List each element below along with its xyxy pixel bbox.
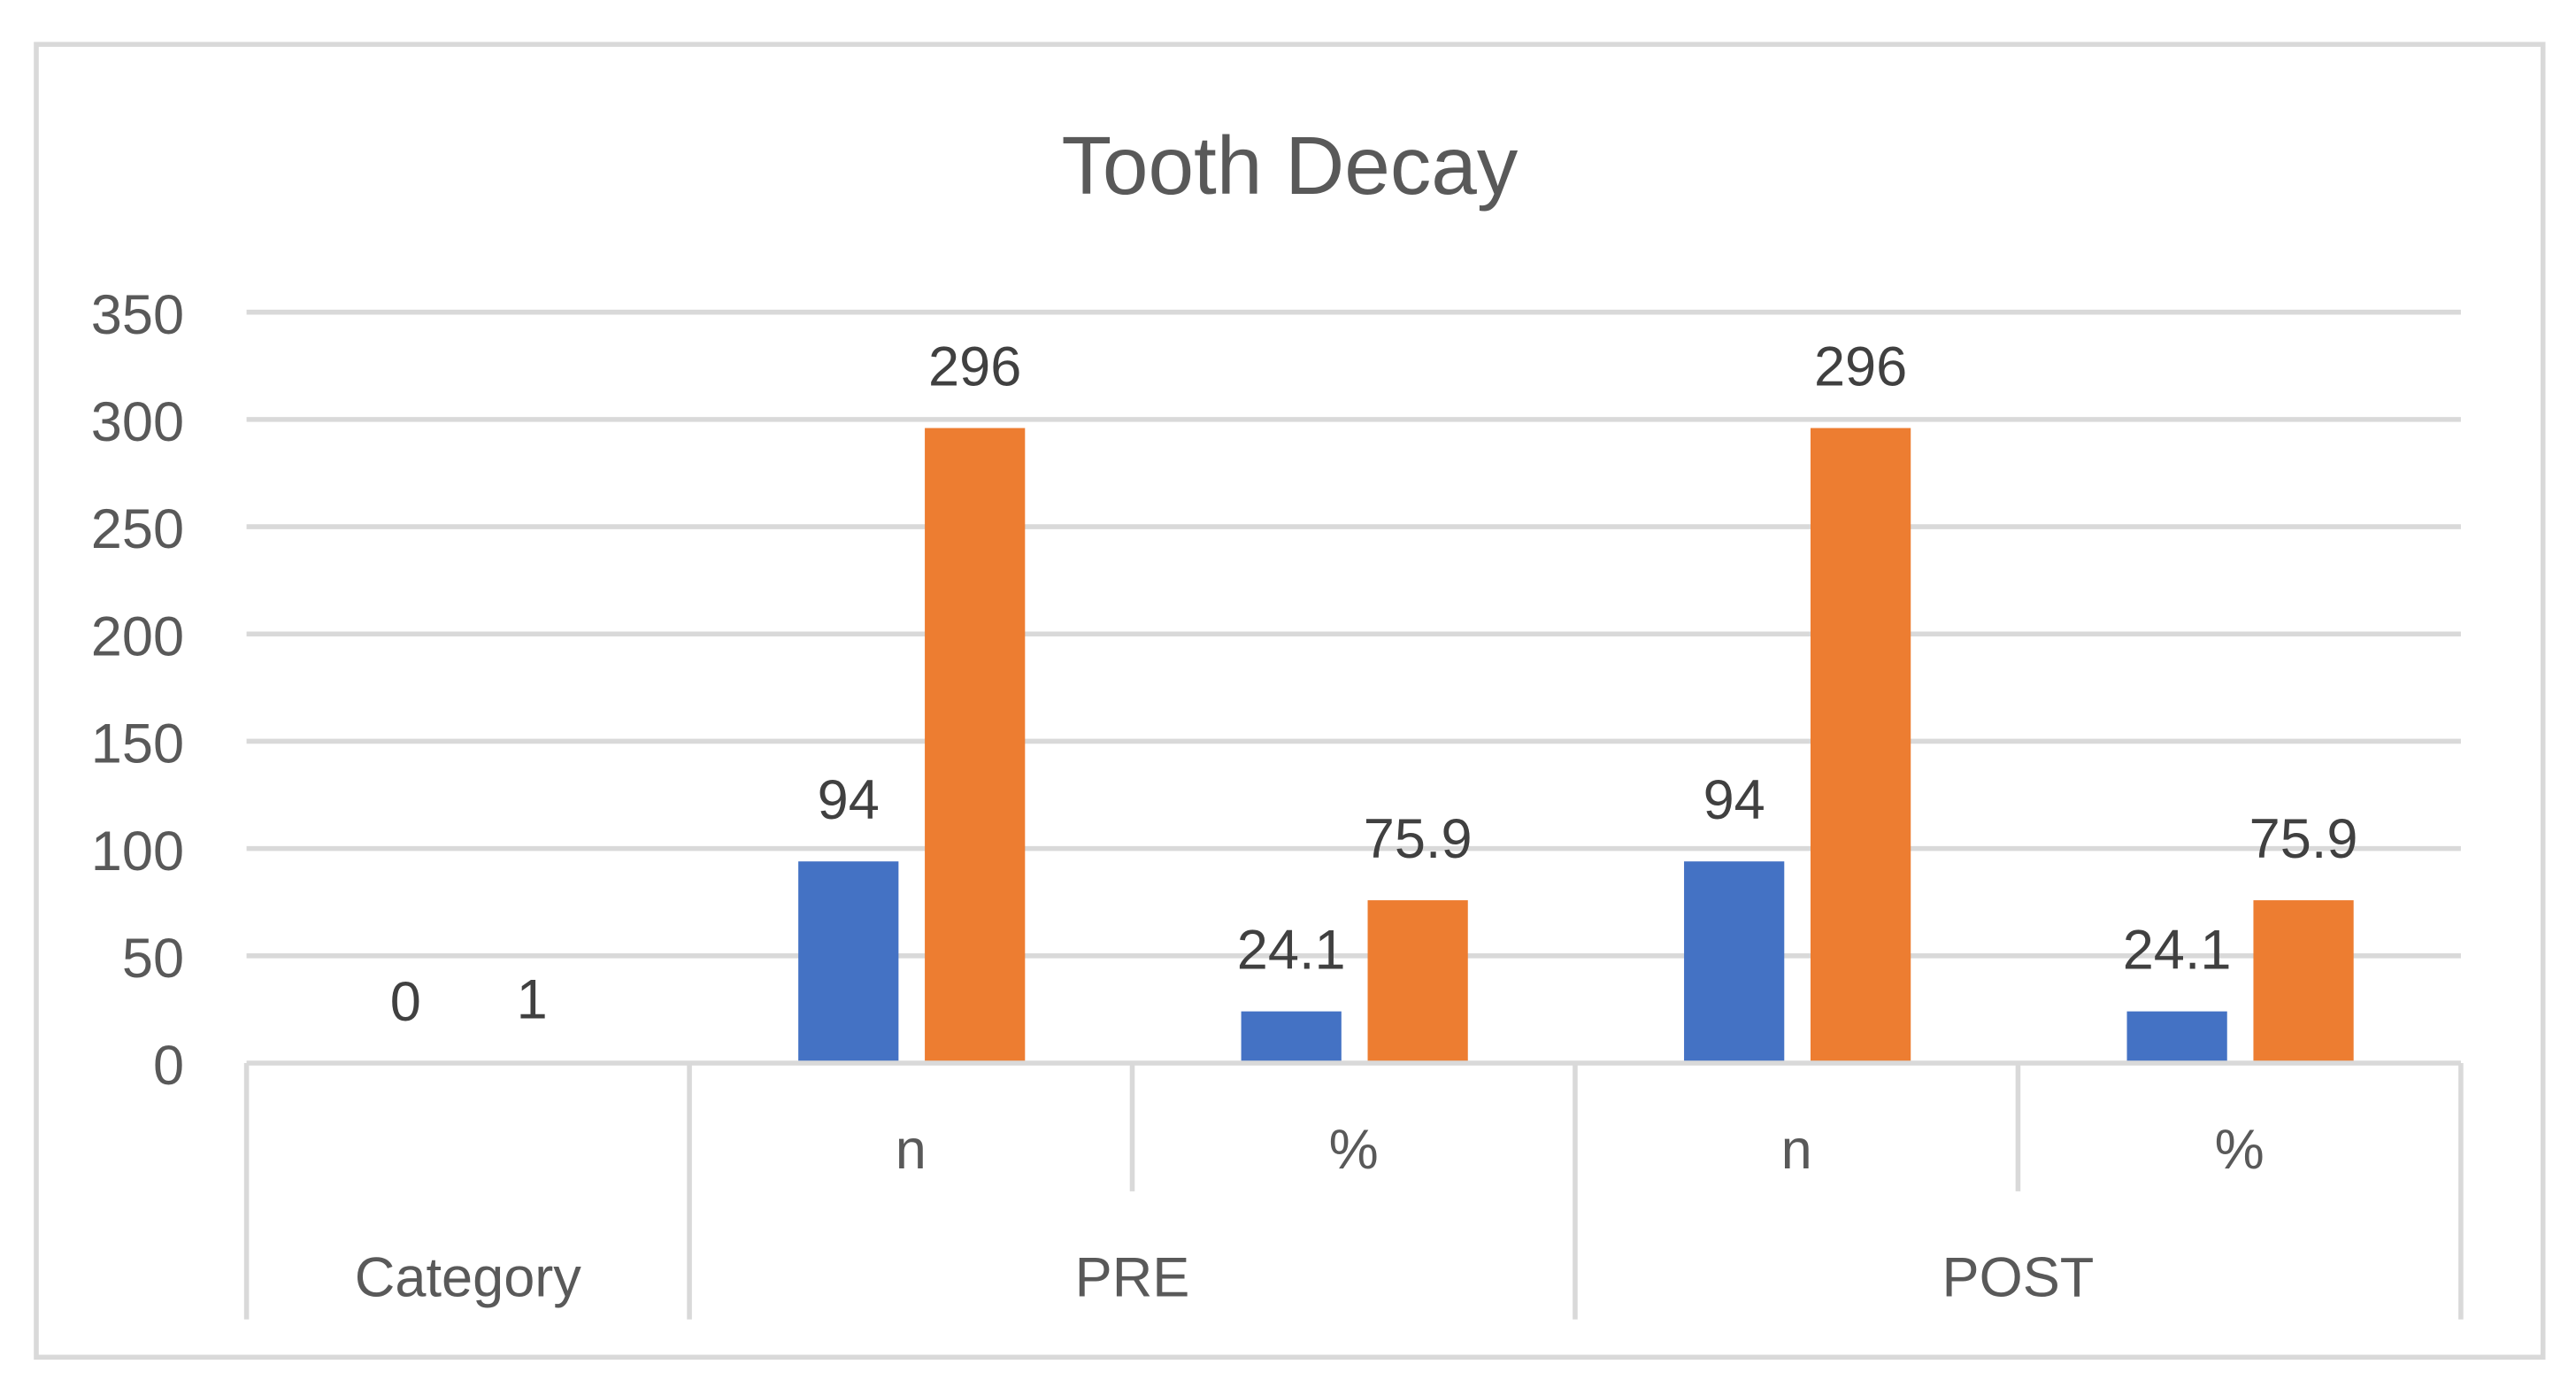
data-label: 1 — [517, 968, 548, 1030]
bar — [1367, 900, 1468, 1064]
y-tick-label: 100 — [91, 821, 184, 882]
data-label: 24.1 — [1237, 919, 1346, 981]
y-tick-label: 50 — [122, 928, 184, 990]
y-tick-label: 300 — [91, 391, 184, 453]
chart-title: Tooth Decay — [1061, 119, 1518, 212]
data-label: 24.1 — [2123, 919, 2232, 981]
bar — [1241, 1011, 1342, 1064]
y-tick-label: 250 — [91, 498, 184, 560]
bar — [2126, 1011, 2227, 1064]
chart-border — [34, 42, 2546, 1360]
y-tick-label: 350 — [91, 284, 184, 346]
bar — [798, 861, 899, 1064]
bar — [1684, 861, 1785, 1064]
x-tick-label: n — [896, 1119, 927, 1181]
x-group-label: PRE — [1075, 1247, 1190, 1309]
x-tick-label: % — [1329, 1119, 1379, 1181]
y-tick-label: 0 — [153, 1035, 184, 1097]
data-label: 0 — [390, 971, 421, 1033]
x-tick-label: % — [2215, 1119, 2265, 1181]
x-group-label: Category — [355, 1247, 582, 1309]
y-tick-label: 150 — [91, 713, 184, 775]
bar — [925, 428, 1026, 1064]
bar — [2253, 900, 2354, 1064]
x-group-label: POST — [1942, 1247, 2095, 1309]
data-label: 75.9 — [1364, 808, 1473, 870]
y-tick-label: 200 — [91, 605, 184, 667]
data-label: 75.9 — [2249, 808, 2358, 870]
x-tick-label: n — [1781, 1119, 1812, 1181]
data-label: 94 — [818, 769, 880, 831]
data-label: 296 — [1814, 335, 1907, 397]
data-label: 94 — [1703, 769, 1765, 831]
data-label: 296 — [928, 335, 1021, 397]
bar — [1810, 428, 1911, 1064]
